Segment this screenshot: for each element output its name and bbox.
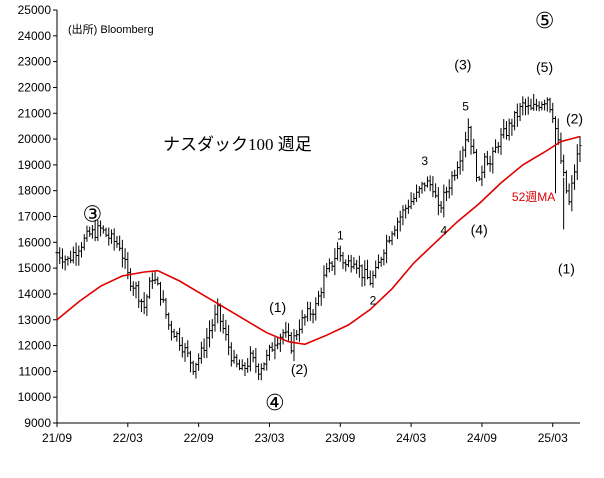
y-tick-label: 14000: [18, 287, 52, 301]
x-tick-label: 25/03: [538, 431, 568, 445]
y-tick-label: 15000: [18, 261, 52, 275]
y-tick-label: 24000: [18, 29, 52, 43]
wave-label: 2: [370, 293, 377, 307]
y-tick-label: 10000: [18, 390, 52, 404]
wave-label: 1: [337, 229, 344, 243]
y-tick-label: 23000: [18, 55, 52, 69]
y-tick-label: 17000: [18, 210, 52, 224]
ma-series-label: 52週MA: [512, 190, 555, 204]
y-tick-label: 25000: [18, 3, 52, 17]
x-tick-label: 22/03: [113, 431, 143, 445]
x-tick-label: 24/09: [467, 431, 497, 445]
wave-label: 3: [421, 154, 428, 168]
ma-line: [56, 135, 581, 346]
y-tick-label: 22000: [18, 80, 52, 94]
chart-title: ナスダック100 週足: [163, 135, 312, 154]
y-tick-label: 20000: [18, 132, 52, 146]
wave-label: (2): [291, 361, 308, 377]
y-axis-ticks: 9000 10000 11000 12000 13000 14000 15000 16000 1…: [18, 3, 57, 430]
y-tick-label: 19000: [18, 158, 52, 172]
wave-label: 5: [462, 100, 469, 114]
wave-annotations: ③ ④ ⑤ (1) (2) 1 2 3 4 (3) 5 (4) (5) (2) (1): [83, 9, 584, 416]
y-tick-label: 16000: [18, 235, 52, 249]
y-tick-label: 18000: [18, 184, 52, 198]
x-tick-label: 23/09: [325, 431, 355, 445]
y-tick-label: 12000: [18, 339, 52, 353]
x-tick-label: 22/09: [184, 431, 214, 445]
moving-average: [56, 135, 581, 346]
wave-label: (4): [471, 222, 488, 238]
y-tick-label: 21000: [18, 106, 52, 120]
x-tick-label: 23/03: [254, 431, 284, 445]
source-label: (出所) Bloomberg: [68, 22, 154, 36]
wave-label: (3): [454, 56, 471, 72]
x-tick-label: 21/09: [42, 431, 72, 445]
x-axis-ticks: 21/09 22/03 22/09 23/03 23/09 24/03 24/09 25/03: [42, 423, 568, 445]
wave-label: ⑤: [535, 9, 555, 34]
y-tick-label: 13000: [18, 313, 52, 327]
price-bars: [55, 93, 582, 381]
wave-label: (2): [566, 111, 583, 127]
y-tick-label: 9000: [24, 416, 51, 430]
axes: [56, 10, 580, 424]
wave-label: (5): [536, 59, 553, 75]
wave-label: 4: [440, 224, 447, 238]
wave-label: ③: [83, 203, 103, 228]
x-tick-label: 24/03: [396, 431, 426, 445]
y-tick-label: 11000: [19, 364, 52, 378]
wave-label: ④: [265, 391, 285, 416]
wave-label: (1): [269, 299, 286, 315]
wave-label: (1): [558, 260, 575, 276]
